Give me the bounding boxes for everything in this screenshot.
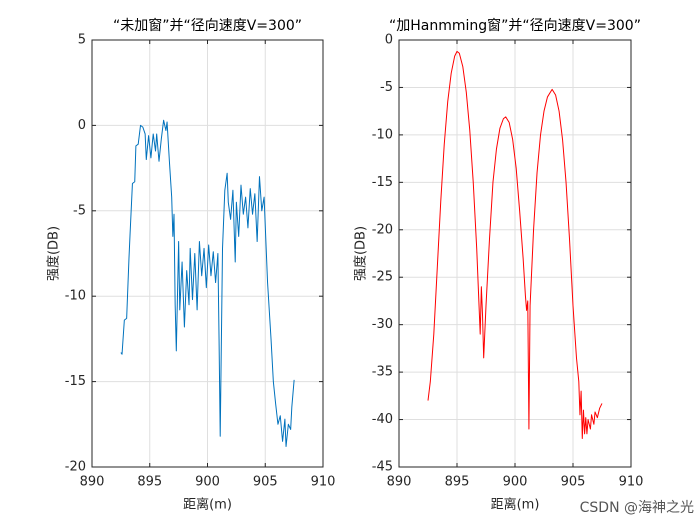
- x-tick-label: 890: [387, 475, 412, 490]
- data-line: [427, 50, 603, 440]
- x-tick-label: 910: [311, 475, 336, 490]
- y-tick-label: -5: [380, 80, 393, 95]
- y-tick-label: -20: [372, 222, 393, 237]
- y-tick-label: -40: [372, 412, 393, 427]
- y-axis-label: 强度(DB): [46, 226, 62, 281]
- watermark: CSDN @海神之光: [580, 500, 694, 516]
- axes-box: [398, 39, 632, 468]
- x-tick-label: 895: [445, 475, 470, 490]
- y-tick-label: -15: [65, 374, 86, 389]
- chart-title: “加Hanmming窗”并“径向速度V=300”: [389, 17, 641, 34]
- x-tick-label: 890: [80, 475, 105, 490]
- axes-box: [91, 39, 324, 468]
- y-tick-label: -30: [372, 317, 393, 332]
- x-tick-label: 895: [137, 475, 162, 490]
- y-tick-label: -45: [372, 460, 393, 475]
- y-tick-label: -10: [372, 127, 393, 142]
- y-tick-label: 0: [385, 33, 393, 48]
- y-tick-label: -25: [372, 270, 393, 285]
- x-tick-label: 905: [253, 475, 278, 490]
- x-tick-label: 900: [195, 475, 220, 490]
- data-line: [120, 119, 295, 447]
- y-tick-label: -5: [73, 203, 86, 218]
- y-tick-label: -35: [372, 365, 393, 380]
- x-tick-label: 900: [503, 475, 528, 490]
- y-axis-label: 强度(DB): [353, 226, 369, 281]
- x-axis-label: 距离(m): [183, 497, 232, 513]
- y-tick-label: -10: [65, 289, 86, 304]
- chart-title: “未加窗”并“径向速度V=300”: [113, 17, 302, 34]
- y-tick-label: -15: [372, 175, 393, 190]
- x-axis-label: 距离(m): [491, 497, 540, 513]
- y-tick-label: -20: [65, 460, 86, 475]
- x-tick-label: 910: [619, 475, 644, 490]
- y-tick-label: 0: [78, 118, 86, 133]
- x-tick-label: 905: [561, 475, 586, 490]
- y-tick-label: 5: [78, 33, 86, 48]
